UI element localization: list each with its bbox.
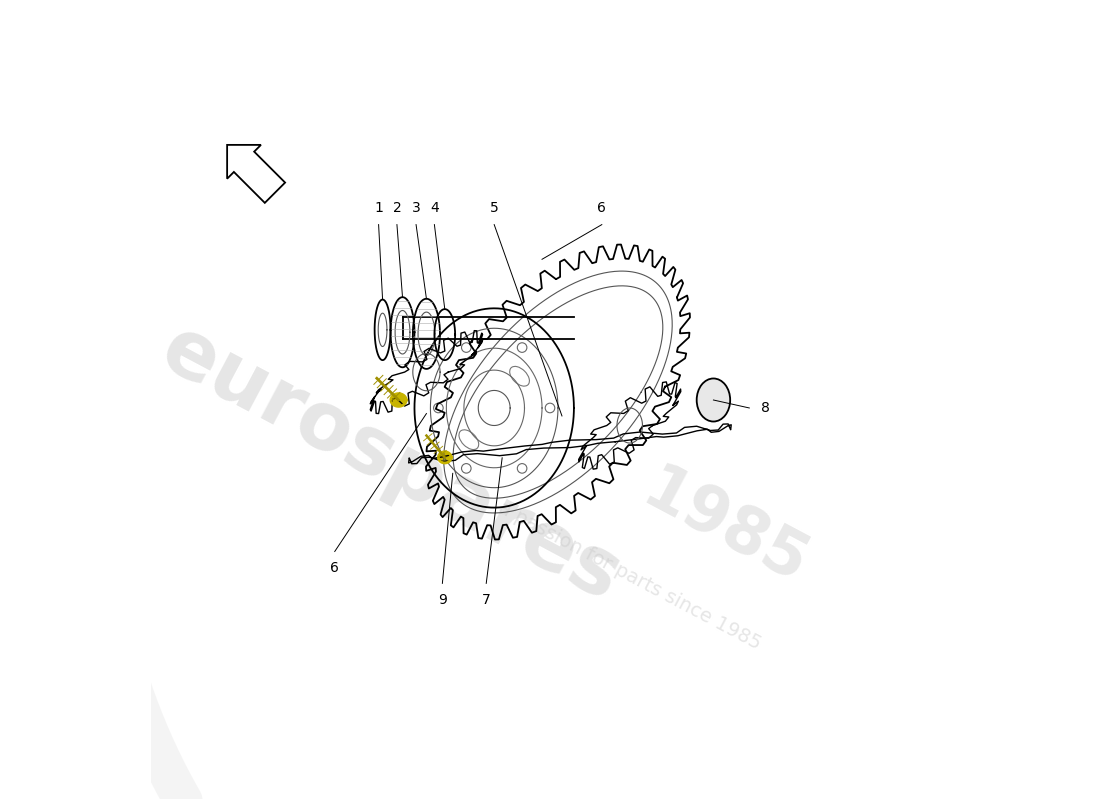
Polygon shape xyxy=(439,452,451,463)
Text: a passion for parts since 1985: a passion for parts since 1985 xyxy=(495,498,764,653)
Polygon shape xyxy=(227,145,285,203)
Text: 3: 3 xyxy=(411,201,420,215)
Text: 5: 5 xyxy=(490,201,498,215)
Text: 1: 1 xyxy=(374,201,383,215)
Text: 8: 8 xyxy=(761,401,770,415)
Text: 6: 6 xyxy=(330,561,339,575)
Text: 1985: 1985 xyxy=(632,458,818,597)
Ellipse shape xyxy=(696,378,730,422)
Polygon shape xyxy=(390,394,406,406)
Text: 2: 2 xyxy=(393,201,402,215)
Text: 4: 4 xyxy=(430,201,439,215)
Text: 7: 7 xyxy=(482,593,491,607)
Text: 9: 9 xyxy=(438,593,447,607)
Text: 6: 6 xyxy=(597,201,606,215)
Text: eurospares: eurospares xyxy=(147,310,634,618)
